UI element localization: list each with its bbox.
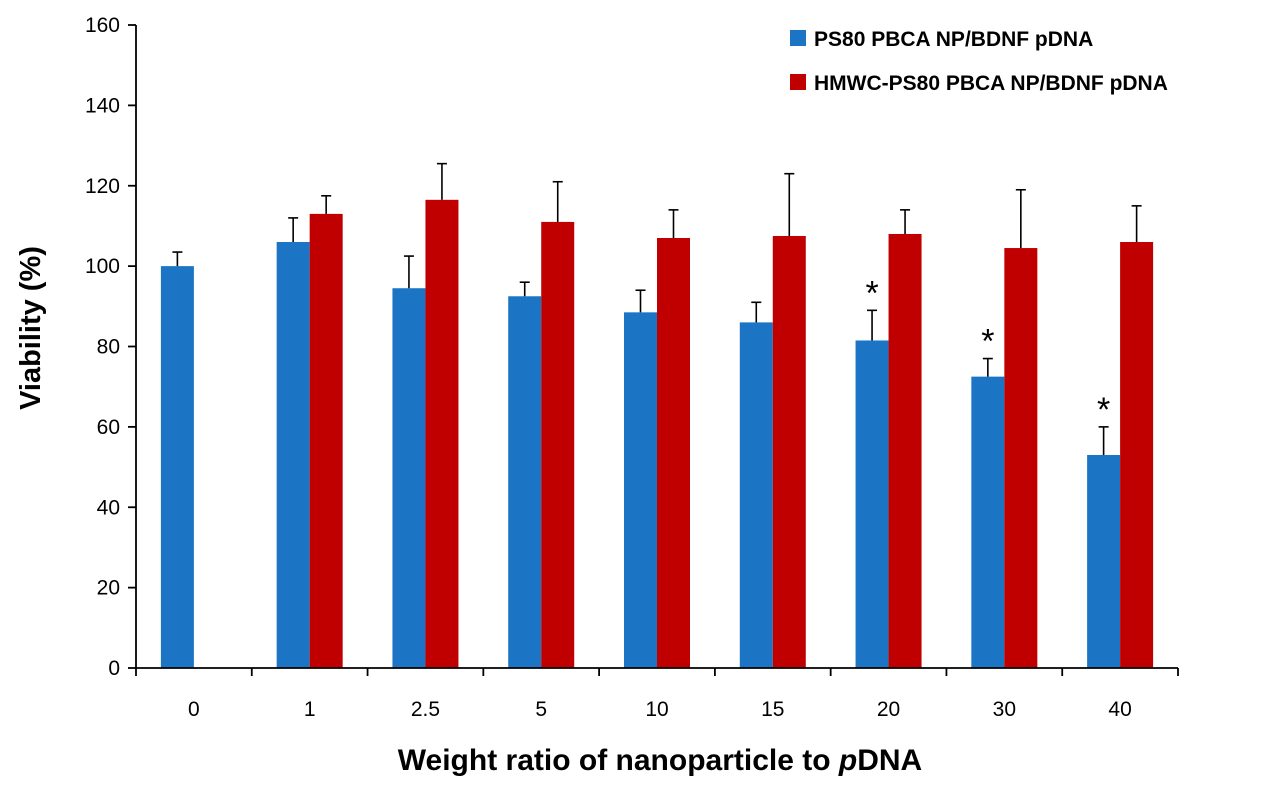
bar-hmwc-ps80-20 (888, 233, 922, 668)
y-tick-label-140: 140 (85, 94, 120, 117)
bar-ps80-15 (739, 322, 773, 668)
significance-marker-30: * (981, 323, 994, 361)
significance-marker-20: * (865, 274, 878, 312)
legend-swatch-ps80 (790, 30, 806, 46)
bar-hmwc-ps80-40 (1120, 242, 1154, 668)
x-tick-label-2.5: 2.5 (411, 698, 440, 721)
significance-marker-40: * (1097, 391, 1110, 429)
y-tick-label-80: 80 (97, 336, 120, 359)
y-tick-label-100: 100 (85, 255, 120, 278)
x-axis-title-part: DNA (857, 744, 922, 777)
legend-swatch-hmwc-ps80 (790, 74, 806, 90)
legend-label-ps80: PS80 PBCA NP/BDNF pDNA (814, 28, 1093, 51)
y-tick-label-160: 160 (85, 14, 120, 37)
y-tick-label-20: 20 (97, 577, 120, 600)
x-tick-label-5: 5 (535, 698, 547, 721)
bars-layer: * * * (160, 162, 1154, 669)
legend: PS80 PBCA NP/BDNF pDNA HMWC-PS80 PBCA NP… (790, 28, 1168, 95)
y-tick-label-40: 40 (97, 496, 120, 519)
x-tick-label-0: 0 (188, 698, 200, 721)
bar-hmwc-ps80-10 (657, 237, 690, 668)
bar-ps80-20 (855, 340, 889, 668)
y-tick-label-0: 0 (108, 657, 120, 680)
x-tick-label-15: 15 (761, 698, 784, 721)
bar-ps80-2.5 (392, 288, 426, 668)
x-tick-label-30: 30 (993, 698, 1016, 721)
bar-hmwc-ps80-30 (1004, 248, 1038, 668)
bar-ps80-5 (508, 296, 542, 668)
x-tick-label-20: 20 (877, 698, 900, 721)
x-tick-label-40: 40 (1108, 698, 1131, 721)
bar-hmwc-ps80-1 (309, 213, 343, 668)
x-axis-title: Weight ratio of nanoparticle to pDNA (398, 744, 922, 777)
x-tick-label-1: 1 (304, 698, 316, 721)
y-tick-label-120: 120 (85, 175, 120, 198)
bar-hmwc-ps80-15 (772, 235, 806, 668)
bar-hmwc-ps80-2.5 (425, 199, 459, 669)
bar-ps80-1 (276, 242, 310, 668)
axes-layer: 0 20 40 60 80 100 120 140 160 0 1 2.5 5 10 15 20 30 40 (85, 14, 1179, 721)
y-axis-title: Viability (%) (15, 246, 47, 410)
x-tick-label-10: 10 (645, 698, 668, 721)
bar-ps80-0 (160, 266, 194, 668)
bar-ps80-30 (971, 376, 1005, 668)
legend-label-hmwc-ps80: HMWC-PS80 PBCA NP/BDNF pDNA (814, 72, 1168, 95)
x-axis-title-part-italic: p (838, 744, 857, 777)
y-tick-label-60: 60 (97, 416, 120, 439)
bar-hmwc-ps80-5 (541, 221, 575, 668)
bar-ps80-10 (624, 312, 657, 668)
bar-ps80-40 (1087, 455, 1121, 668)
x-axis-title-part: Weight ratio of nanoparticle to (398, 744, 839, 777)
